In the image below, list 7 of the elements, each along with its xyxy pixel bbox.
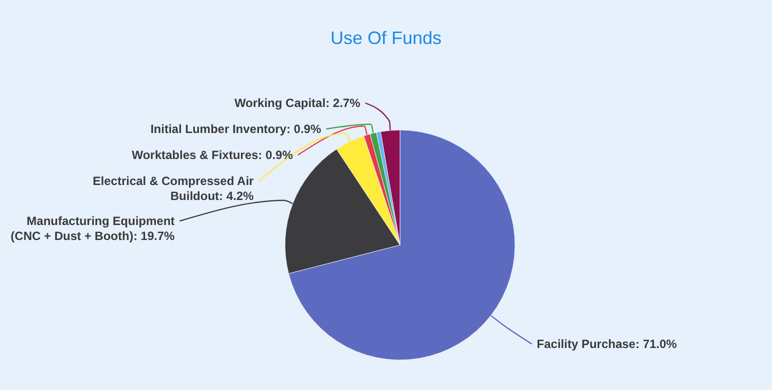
slice-label: Manufacturing Equipment (CNC + Dust + Booth): 19.7% bbox=[10, 214, 176, 243]
slice-label: Electrical & Compressed Air Buildout: 4.2% bbox=[92, 174, 254, 203]
chart-title: Use Of Funds bbox=[330, 28, 442, 48]
slice-label: Worktables & Fixtures: 0.9% bbox=[132, 148, 294, 162]
slice-label: Initial Lumber Inventory: 0.9% bbox=[150, 122, 322, 136]
slice-label: Facility Purchase: 71.0% bbox=[536, 336, 678, 351]
slice-label: Working Capital: 2.7% bbox=[234, 96, 361, 110]
